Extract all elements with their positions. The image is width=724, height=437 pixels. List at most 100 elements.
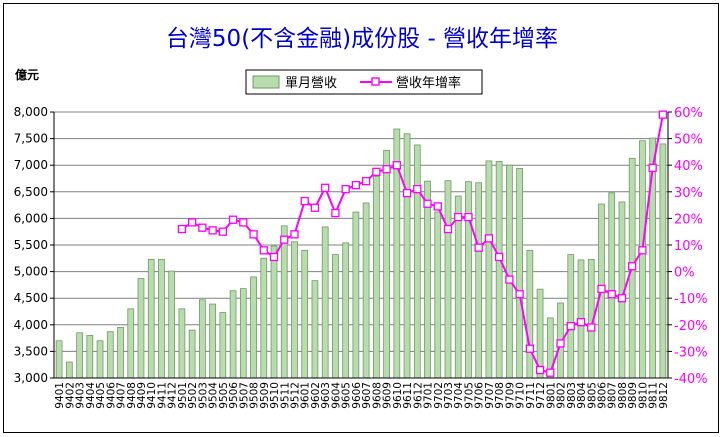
growth-marker: [638, 246, 647, 255]
right-tick-label: 20%: [674, 212, 703, 227]
revenue-bar: [639, 140, 646, 379]
revenue-bar: [168, 270, 176, 379]
x-tick-label: 9408: [126, 382, 138, 409]
revenue-bar: [280, 225, 288, 379]
x-tick-label: 9605: [341, 382, 353, 409]
x-tick-label: 9706: [474, 382, 486, 409]
x-tick-label: 9405: [95, 382, 107, 409]
growth-marker: [249, 230, 258, 239]
revenue-bar: [270, 245, 278, 379]
revenue-bar: [506, 164, 513, 379]
right-tick-label: -10%: [674, 292, 708, 307]
x-tick-label: 9611: [402, 382, 414, 409]
left-tick-label: 7,000: [14, 158, 48, 172]
x-tick-label: 9610: [392, 382, 404, 409]
revenue-bar: [526, 249, 534, 379]
x-tick-label: 9801: [545, 382, 557, 409]
revenue-bar: [362, 202, 370, 379]
right-tick-label: 60%: [674, 106, 703, 121]
x-tick-label: 9604: [330, 382, 342, 409]
x-tick-label: 9711: [525, 382, 537, 409]
growth-marker: [546, 368, 555, 377]
revenue-bar: [147, 258, 155, 379]
x-tick-label: 9606: [351, 382, 363, 409]
x-tick-label: 9412: [167, 382, 179, 409]
x-tick-label: 9407: [116, 382, 128, 409]
x-tick-label: 9503: [197, 382, 209, 409]
left-tick-label: 6,000: [14, 211, 48, 225]
growth-marker: [228, 215, 238, 224]
legend: 單月營收 營收年增率: [245, 69, 483, 95]
revenue-bar: [291, 241, 298, 379]
revenue-bar: [219, 312, 227, 379]
growth-marker: [341, 184, 350, 194]
x-tick-label: 9504: [208, 382, 220, 409]
x-tick-label: 9802: [556, 382, 568, 409]
revenue-bar: [495, 161, 503, 379]
growth-marker: [239, 218, 248, 227]
revenue-bar: [352, 211, 360, 379]
growth-marker: [587, 323, 596, 332]
x-tick-label: 9707: [484, 382, 496, 409]
x-tick-label: 9805: [586, 382, 598, 409]
revenue-bar: [137, 278, 145, 379]
x-tick-label: 9806: [596, 382, 608, 409]
growth-marker: [464, 212, 473, 222]
x-tick-label: 9401: [54, 382, 66, 409]
revenue-bar: [86, 335, 94, 379]
growth-marker: [413, 184, 422, 194]
right-tick-label: -40%: [674, 372, 708, 387]
right-tick-label: -20%: [674, 319, 708, 334]
legend-bar-swatch: [252, 75, 280, 89]
revenue-bar: [372, 175, 380, 379]
revenue-bar: [454, 195, 462, 379]
growth-marker: [474, 243, 483, 252]
x-tick-label: 9809: [627, 382, 639, 409]
x-tick-label: 9507: [238, 382, 250, 409]
x-tick-label: 9812: [658, 382, 670, 409]
plot-area: 3,000 3,500 4,000 4,500 5,000 5,500 6,000 6,500…: [14, 105, 708, 409]
growth-marker: [259, 246, 268, 255]
revenue-bar: [383, 149, 390, 379]
x-tick-label: 9710: [515, 382, 527, 409]
growth-marker: [658, 110, 668, 119]
revenue-bar: [229, 290, 237, 379]
growth-marker: [515, 290, 524, 299]
revenue-bar: [76, 332, 83, 379]
revenue-bar: [106, 331, 114, 379]
revenue-bar: [434, 211, 442, 379]
revenue-bar: [250, 276, 257, 379]
growth-marker: [372, 167, 381, 177]
growth-marker: [607, 290, 616, 299]
x-tick-label: 9803: [566, 382, 578, 409]
growth-marker: [392, 161, 401, 170]
left-axis-unit: 億元: [15, 67, 39, 82]
growth-marker: [576, 317, 586, 327]
x-tick-label: 9402: [64, 382, 76, 409]
legend-line-label: 營收年增率: [396, 75, 461, 91]
x-tick-label: 9511: [279, 382, 291, 409]
x-tick-label: 9811: [648, 382, 660, 409]
right-tick-label: 30%: [674, 186, 703, 201]
chart-title: 台灣50(不含金融)成份股 - 營收年增率: [166, 26, 558, 52]
revenue-bar: [475, 182, 483, 379]
x-tick-label: 9601: [300, 382, 312, 409]
growth-marker: [280, 235, 289, 244]
left-tick-label: 4,000: [14, 318, 48, 332]
revenue-bar: [127, 308, 135, 379]
revenue-bar: [239, 288, 247, 379]
x-tick-label: 9712: [535, 382, 547, 409]
x-tick-label: 9505: [218, 382, 230, 409]
growth-marker: [617, 294, 627, 303]
x-tick-label: 9702: [433, 382, 445, 409]
growth-marker: [566, 321, 575, 331]
growth-marker: [382, 165, 391, 174]
revenue-bar: [444, 180, 452, 379]
left-tick-label: 5,000: [14, 265, 48, 279]
growth-marker: [321, 183, 330, 192]
revenue-bar: [209, 303, 216, 379]
growth-marker: [361, 177, 371, 186]
x-tick-label: 9508: [249, 382, 261, 409]
x-tick-label: 9512: [289, 382, 301, 409]
